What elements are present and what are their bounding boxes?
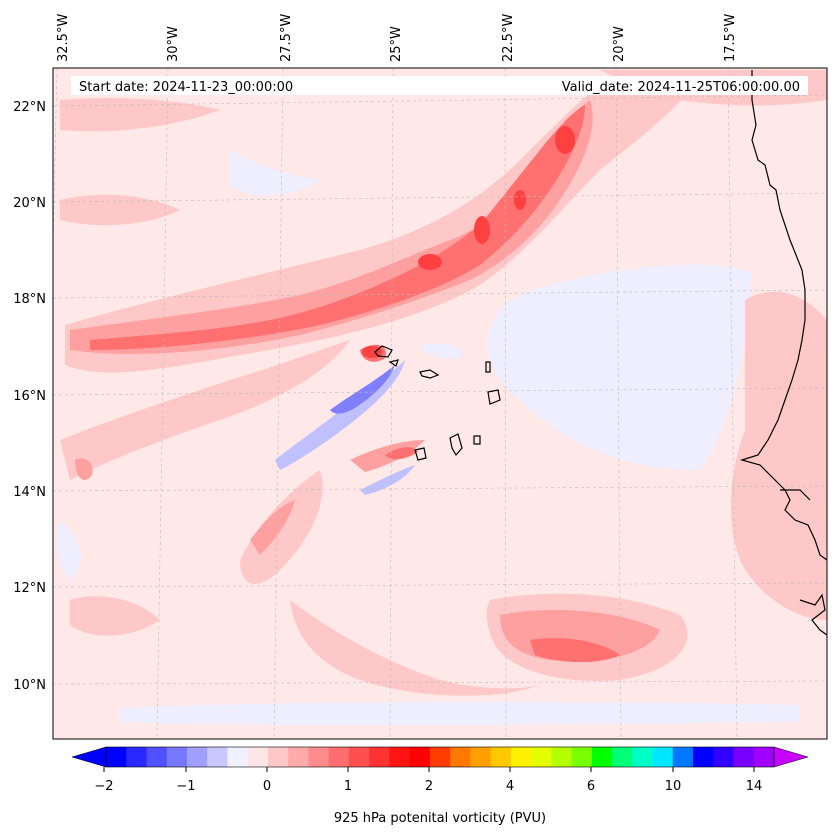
- lat-label: 14°N: [13, 485, 46, 500]
- lon-label: 30°W: [166, 26, 181, 62]
- colorbar-cell: [126, 747, 147, 767]
- colorbar-cell: [288, 747, 309, 767]
- colorbar-tick-label: 14: [746, 779, 763, 794]
- colorbar-cell: [450, 747, 471, 767]
- islands: [374, 345, 501, 461]
- colorbar-cell: [672, 747, 694, 767]
- lat-label: 22°N: [13, 100, 46, 115]
- colorbar-cell: [632, 747, 654, 767]
- colorbar-cell: [490, 747, 512, 767]
- colorbar-tick-label: 6: [587, 779, 595, 794]
- colorbar-tick-label: −1: [176, 779, 195, 794]
- colorbar-cells: [106, 747, 775, 767]
- colorbar-cell: [308, 747, 330, 767]
- colorbar-label: 925 hPa potenital vorticity (PVU): [334, 811, 546, 826]
- colorbar-cell: [146, 747, 168, 767]
- colorbar-cell: [571, 747, 593, 767]
- graticule: [53, 68, 827, 739]
- lat-label: 16°N: [13, 389, 46, 404]
- lon-label: 32.5°W: [56, 14, 71, 62]
- colorbar-cell: [227, 747, 249, 767]
- colorbar-cell: [551, 747, 573, 767]
- map-panel: Start date: 2024-11-23_00:00:00 Valid_da…: [53, 68, 827, 739]
- lat-label: 18°N: [13, 292, 46, 307]
- lat-label: 12°N: [13, 581, 46, 596]
- colorbar-cell: [652, 747, 674, 767]
- colorbar-tick-label: 4: [506, 779, 514, 794]
- colorbar-cell: [591, 747, 613, 767]
- colorbar-cell: [753, 747, 775, 767]
- colorbar-tick-label: 2: [425, 779, 433, 794]
- colorbar-cell: [328, 747, 350, 767]
- colorbar-cell: [166, 747, 188, 767]
- lon-label: 25°W: [389, 26, 404, 62]
- colorbar-cell: [733, 747, 755, 767]
- colorbar-cell: [267, 747, 289, 767]
- colorbar-cell: [612, 747, 633, 767]
- colorbar-cell: [186, 747, 208, 767]
- start-date-label: Start date: 2024-11-23_00:00:00: [79, 80, 293, 95]
- colorbar-extend-high: [773, 746, 809, 768]
- colorbar-cell: [106, 747, 127, 767]
- lon-label: 22.5°W: [501, 14, 516, 62]
- lon-label: 20°W: [612, 26, 627, 62]
- colorbar-ticks: [103, 767, 755, 772]
- colorbar-cell: [389, 747, 411, 767]
- colorbar-tick-label: −2: [94, 779, 113, 794]
- colorbar-cell: [470, 747, 492, 767]
- map-frame: [52, 67, 828, 740]
- header-band: [71, 76, 808, 95]
- colorbar-tick-label: 1: [344, 779, 352, 794]
- colorbar-extend-low: [71, 746, 107, 768]
- colorbar: −2 −1 0 1 2 4 6 10 14 925 hPa potenital …: [71, 746, 809, 826]
- colorbar-cell: [247, 747, 269, 767]
- colorbar-frame: [105, 746, 775, 768]
- lon-label: 17.5°W: [723, 14, 738, 62]
- colorbar-cell: [409, 747, 431, 767]
- lat-label: 10°N: [13, 678, 46, 693]
- lat-label: 20°N: [13, 196, 46, 211]
- coastline: [739, 70, 827, 636]
- lon-label: 27.5°W: [279, 14, 294, 62]
- pv-negative-streak: [275, 360, 415, 495]
- colorbar-tick-label: 10: [665, 779, 682, 794]
- pv-negative-light-region: [57, 150, 800, 726]
- latitude-labels: 22°N 20°N 18°N 16°N 14°N 12°N 10°N: [13, 100, 46, 693]
- valid-date-label: Valid_date: 2024-11-25T06:00:00.00: [562, 80, 800, 95]
- colorbar-cell: [713, 747, 735, 767]
- colorbar-cell: [429, 747, 451, 767]
- colorbar-cell: [693, 747, 714, 767]
- colorbar-cell: [510, 747, 532, 767]
- colorbar-cell: [369, 747, 390, 767]
- colorbar-cell: [531, 747, 552, 767]
- colorbar-tick-label: 0: [263, 779, 271, 794]
- longitude-labels: 32.5°W 30°W 27.5°W 25°W 22.5°W 20°W 17.5…: [56, 14, 738, 62]
- colorbar-tick-labels: −2 −1 0 1 2 4 6 10 14: [94, 779, 762, 794]
- pv-peak-positive-region: [362, 126, 575, 358]
- colorbar-cell: [207, 747, 228, 767]
- colorbar-cell: [348, 747, 370, 767]
